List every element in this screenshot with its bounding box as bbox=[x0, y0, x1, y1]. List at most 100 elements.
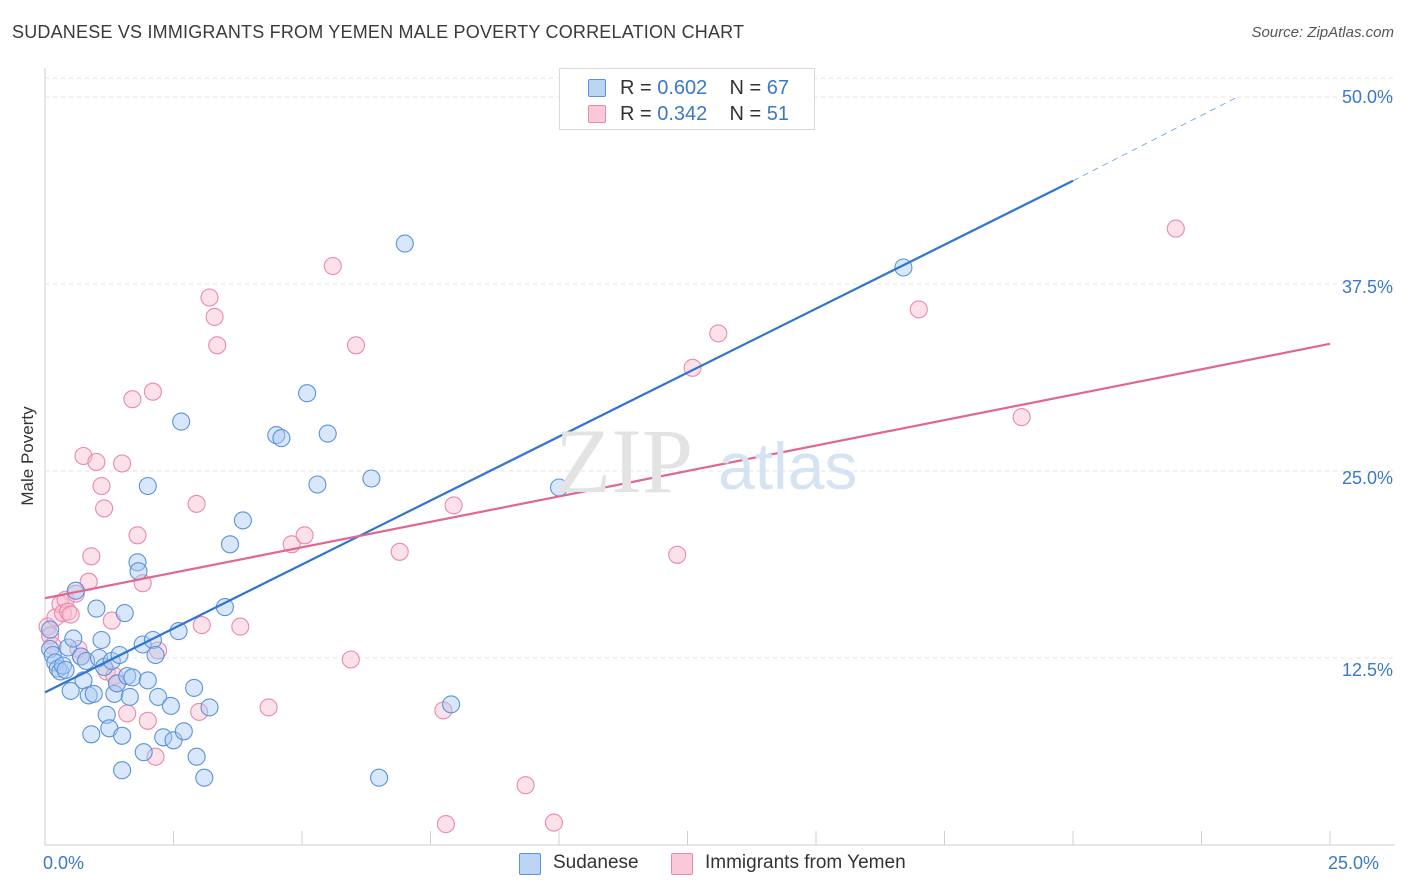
data-point bbox=[64, 629, 83, 648]
axes bbox=[44, 68, 1395, 846]
data-point bbox=[442, 695, 461, 714]
data-point bbox=[154, 728, 173, 747]
n-value: 67 bbox=[766, 77, 790, 99]
data-point bbox=[123, 668, 142, 687]
data-point bbox=[134, 743, 153, 762]
data-point bbox=[298, 384, 317, 403]
data-point bbox=[1166, 219, 1185, 238]
watermark-atlas: atlas bbox=[718, 429, 858, 503]
data-point bbox=[444, 496, 463, 515]
data-point bbox=[113, 454, 132, 473]
data-point bbox=[113, 726, 132, 745]
x-tick-label: 0.0% bbox=[43, 853, 85, 873]
data-point bbox=[205, 307, 224, 326]
data-point bbox=[41, 620, 60, 639]
yemen-swatch bbox=[588, 105, 606, 123]
data-point bbox=[668, 545, 687, 564]
n-label: N = bbox=[729, 103, 767, 125]
data-point bbox=[195, 768, 214, 787]
data-point bbox=[120, 687, 139, 706]
y-tick-label: 37.5% bbox=[1341, 277, 1393, 297]
trend-line-sudanese-extension bbox=[1072, 96, 1238, 182]
r-label: R = bbox=[620, 103, 658, 125]
chart-title: SUDANESE VS IMMIGRANTS FROM YEMEN MALE P… bbox=[12, 22, 745, 42]
data-point bbox=[59, 602, 78, 621]
data-point bbox=[346, 336, 366, 355]
data-point bbox=[143, 382, 162, 401]
legend-label: Immigrants from Yemen bbox=[705, 852, 906, 873]
n-value: 51 bbox=[766, 103, 790, 125]
data-point bbox=[95, 499, 114, 518]
data-point bbox=[84, 684, 103, 703]
data-point bbox=[190, 702, 209, 721]
data-point bbox=[395, 234, 414, 253]
data-point bbox=[146, 747, 165, 766]
data-point bbox=[107, 674, 127, 693]
data-point bbox=[185, 678, 204, 697]
sudanese-swatch bbox=[519, 853, 541, 875]
data-point bbox=[87, 599, 106, 618]
data-point bbox=[164, 731, 183, 750]
data-point bbox=[220, 535, 240, 554]
data-point bbox=[1012, 408, 1031, 427]
data-point bbox=[105, 684, 124, 703]
watermark-zip: ZIP bbox=[555, 410, 693, 512]
data-point bbox=[61, 605, 80, 624]
r-label: R = bbox=[620, 77, 658, 99]
data-point bbox=[41, 626, 60, 645]
data-point bbox=[187, 747, 206, 766]
data-point bbox=[129, 562, 148, 581]
y-tick-label: 25.0% bbox=[1341, 468, 1393, 488]
data-point bbox=[115, 604, 134, 623]
data-point bbox=[200, 698, 219, 717]
data-point bbox=[92, 476, 111, 496]
data-point bbox=[318, 424, 337, 443]
trend-line-sudanese bbox=[44, 179, 1074, 694]
data-point bbox=[138, 476, 157, 496]
data-point bbox=[172, 412, 191, 431]
data-point bbox=[267, 426, 286, 445]
data-point bbox=[231, 617, 250, 636]
data-point bbox=[56, 660, 75, 680]
data-point bbox=[61, 681, 80, 700]
data-point bbox=[82, 725, 101, 744]
series-sudanese bbox=[41, 234, 913, 787]
correlation-legend: R = 0.602 N = 67 R = 0.342 N = 51 bbox=[559, 68, 815, 130]
grid-lines bbox=[45, 77, 1395, 659]
legend-label: Sudanese bbox=[553, 852, 639, 873]
data-point bbox=[143, 630, 162, 650]
data-point bbox=[59, 638, 78, 657]
data-point bbox=[208, 336, 227, 355]
data-point bbox=[113, 761, 132, 780]
data-point bbox=[187, 494, 206, 513]
data-point bbox=[192, 616, 211, 635]
r-value: 0.342 bbox=[657, 103, 708, 125]
y-axis-label: Male Poverty bbox=[18, 406, 37, 506]
data-point bbox=[259, 698, 278, 717]
data-point bbox=[215, 598, 234, 617]
data-point bbox=[308, 475, 327, 494]
yemen-swatch bbox=[671, 853, 693, 875]
data-point bbox=[138, 671, 157, 690]
data-point bbox=[128, 526, 147, 545]
data-point bbox=[123, 390, 142, 409]
data-point bbox=[87, 452, 106, 472]
data-point bbox=[233, 511, 252, 530]
trend-lines bbox=[44, 96, 1331, 694]
data-point bbox=[161, 696, 180, 715]
data-point bbox=[138, 711, 157, 730]
data-point bbox=[149, 687, 168, 706]
r-value: 0.602 bbox=[657, 77, 708, 99]
x-tick-label: 25.0% bbox=[1328, 853, 1380, 873]
sudanese-swatch bbox=[588, 79, 606, 97]
y-tick-label: 12.5% bbox=[1341, 660, 1393, 680]
data-point bbox=[390, 542, 409, 561]
trend-line-yemen bbox=[44, 342, 1331, 600]
data-point bbox=[436, 815, 455, 834]
data-point bbox=[362, 469, 381, 488]
source-label: Source: ZipAtlas.com bbox=[1251, 24, 1394, 41]
data-point bbox=[174, 722, 193, 741]
data-point bbox=[909, 300, 928, 319]
data-point bbox=[370, 768, 389, 787]
